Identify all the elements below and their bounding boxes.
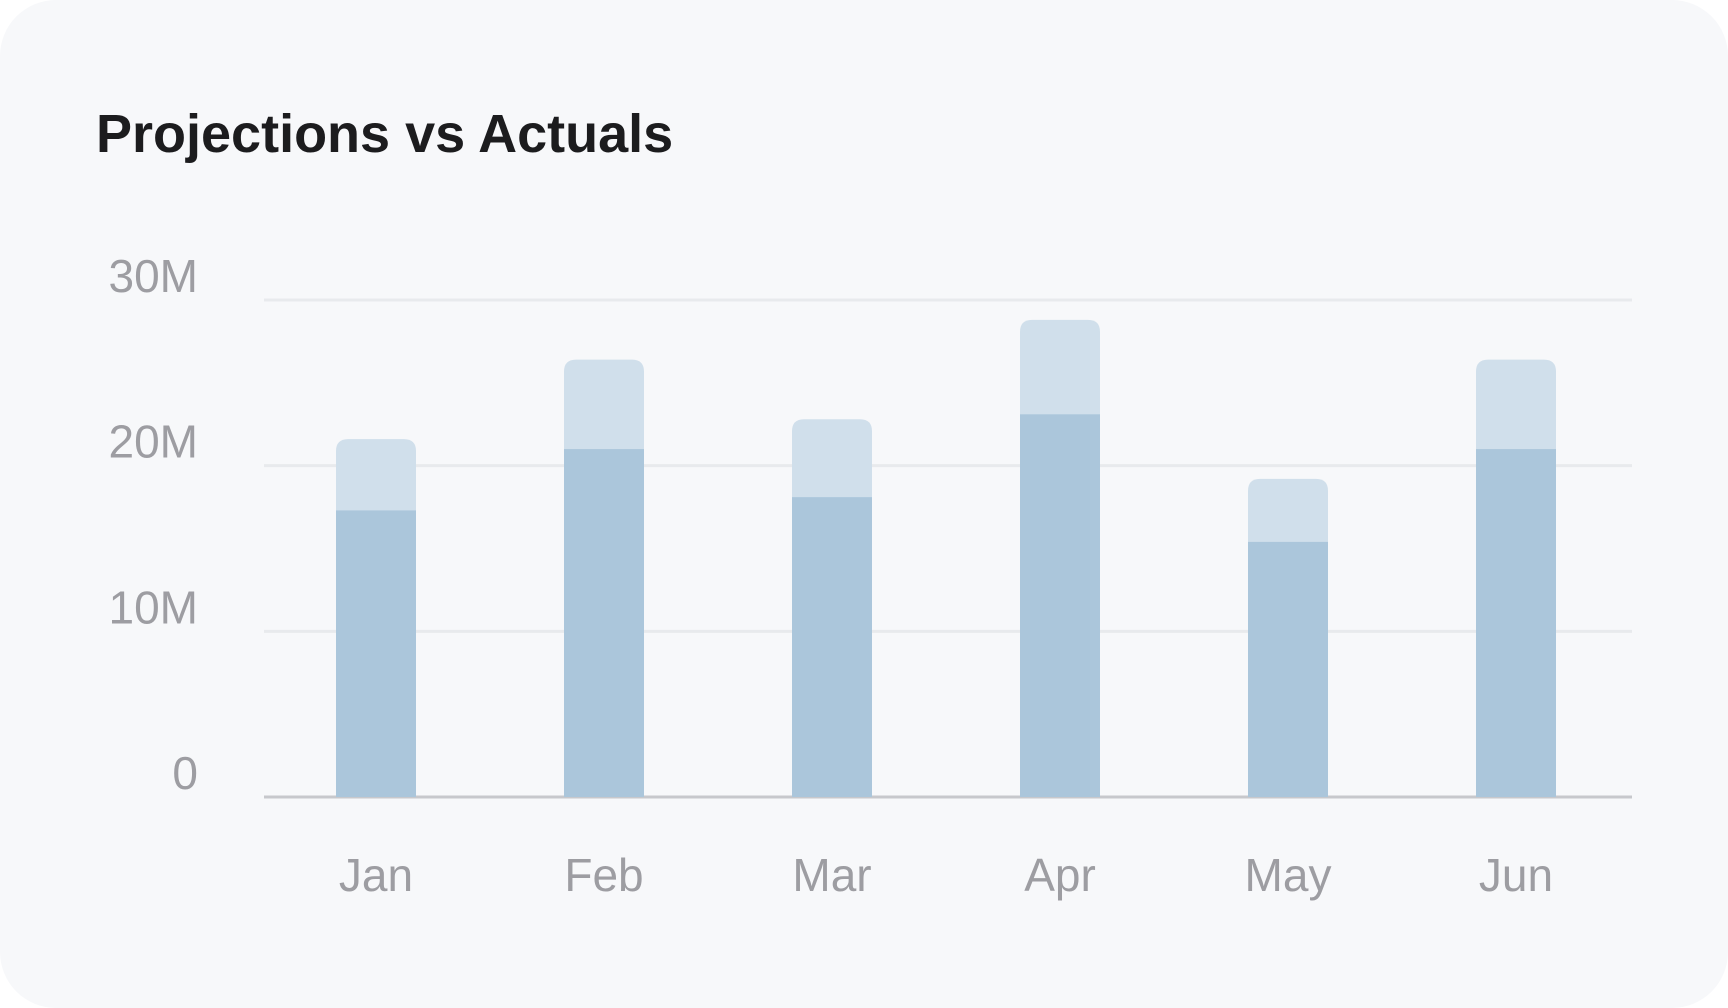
x-tick-label: Jan — [339, 849, 413, 901]
actual-bar-may — [1248, 541, 1328, 797]
grid-lines — [264, 298, 1632, 799]
actual-bar-jan — [336, 510, 416, 797]
y-tick-label: 10M — [109, 581, 198, 633]
actual-bar-jun — [1476, 449, 1556, 797]
x-tick-label: May — [1245, 849, 1332, 901]
axis-labels: 0 10M 20M 30M Jan Feb Mar Apr May Jun — [109, 250, 1554, 901]
x-tick-label: Mar — [792, 849, 871, 901]
y-tick-label: 0 — [172, 747, 198, 799]
x-tick-label: Apr — [1024, 849, 1096, 901]
actual-bar-mar — [792, 497, 872, 797]
actual-bar-apr — [1020, 414, 1100, 797]
y-tick-label: 30M — [109, 250, 198, 302]
actual-bar-feb — [564, 449, 644, 797]
bars — [336, 319, 1556, 797]
x-tick-label: Feb — [564, 849, 643, 901]
chart-title: Projections vs Actuals — [96, 104, 674, 164]
x-tick-label: Jun — [1479, 849, 1553, 901]
y-tick-label: 20M — [109, 416, 198, 468]
